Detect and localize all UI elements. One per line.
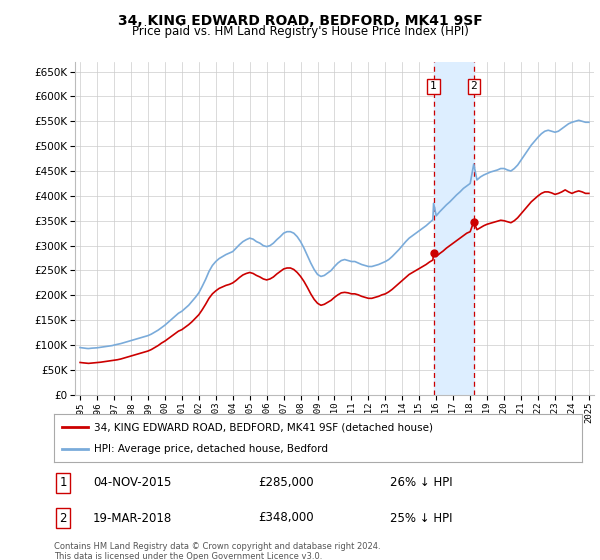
Text: 2: 2: [59, 511, 67, 525]
Text: 1: 1: [430, 81, 437, 91]
Text: 34, KING EDWARD ROAD, BEDFORD, MK41 9SF (detached house): 34, KING EDWARD ROAD, BEDFORD, MK41 9SF …: [94, 422, 433, 432]
Text: 2: 2: [470, 81, 477, 91]
Bar: [434, 62, 474, 395]
Text: 34, KING EDWARD ROAD, BEDFORD, MK41 9SF: 34, KING EDWARD ROAD, BEDFORD, MK41 9SF: [118, 14, 482, 28]
Text: 26% ↓ HPI: 26% ↓ HPI: [390, 476, 452, 489]
Text: £285,000: £285,000: [258, 476, 314, 489]
Text: Price paid vs. HM Land Registry's House Price Index (HPI): Price paid vs. HM Land Registry's House …: [131, 25, 469, 38]
Text: 19-MAR-2018: 19-MAR-2018: [93, 511, 172, 525]
Text: 04-NOV-2015: 04-NOV-2015: [93, 476, 172, 489]
Text: HPI: Average price, detached house, Bedford: HPI: Average price, detached house, Bedf…: [94, 444, 328, 454]
Text: £348,000: £348,000: [258, 511, 314, 525]
Text: 1: 1: [59, 476, 67, 489]
Text: Contains HM Land Registry data © Crown copyright and database right 2024.
This d: Contains HM Land Registry data © Crown c…: [54, 542, 380, 560]
Text: 25% ↓ HPI: 25% ↓ HPI: [390, 511, 452, 525]
